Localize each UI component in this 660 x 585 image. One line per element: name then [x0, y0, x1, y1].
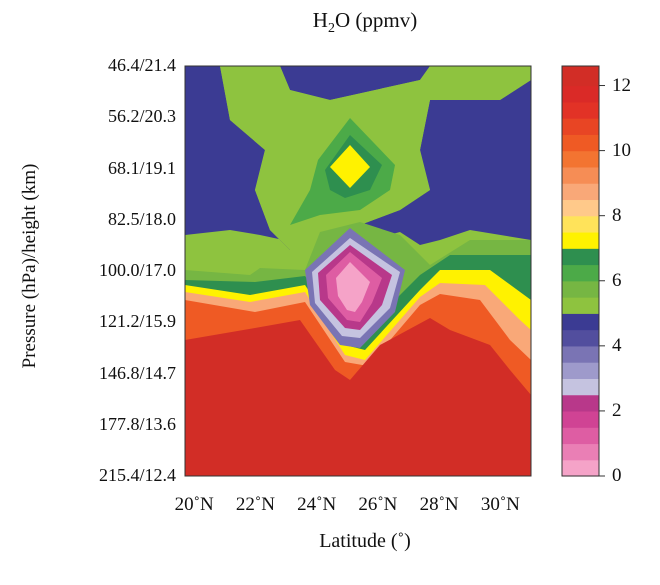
- contour-region: [185, 66, 531, 250]
- colorbar-tick-label: 10: [612, 139, 631, 161]
- y-tick-label: 68.1/19.1: [107, 157, 176, 178]
- colorbar-band: [562, 231, 599, 249]
- contour-region: [280, 66, 430, 100]
- chart-title: H2O (ppmv): [312, 8, 418, 37]
- colorbar-band: [562, 427, 599, 445]
- colorbar-band: [562, 199, 599, 217]
- contour-region: [185, 318, 531, 476]
- colorbar-band: [562, 248, 599, 266]
- colorbar-band: [562, 118, 599, 135]
- x-tick-label: 26˚N: [358, 494, 398, 515]
- colorbar-band: [562, 134, 599, 152]
- colorbar-tick-label: 8: [612, 204, 622, 226]
- x-tick-label: 20˚N: [174, 494, 214, 515]
- y-tick-label: 121.2/15.9: [98, 311, 176, 332]
- colorbar-band: [562, 362, 599, 379]
- colorbar-band: [562, 183, 599, 201]
- colorbar-band: [562, 443, 599, 461]
- colorbar-band: [562, 66, 599, 87]
- x-tick-label: 22˚N: [235, 494, 275, 515]
- x-tick-label: 30˚N: [480, 494, 520, 515]
- colorbar-frame: [561, 65, 600, 477]
- y-tick-label: 82.5/18.0: [107, 208, 176, 229]
- colorbar-band: [562, 166, 599, 184]
- x-axis-label: Latitude (˚): [319, 530, 411, 552]
- colorbar-band: [562, 345, 599, 363]
- plot-frame: [184, 65, 532, 477]
- colorbar-band: [562, 459, 599, 477]
- colorbar-band: [562, 394, 599, 412]
- contour-field: [185, 66, 531, 476]
- y-tick-label: 146.8/14.7: [98, 362, 176, 383]
- colorbar-band: [562, 297, 599, 314]
- colorbar-tick-label: 0: [612, 465, 622, 486]
- y-tick-label: 100.0/17.0: [98, 260, 176, 280]
- colorbar-tick-label: 2: [612, 399, 622, 421]
- colorbar-tick-label: 6: [612, 269, 622, 291]
- colorbar-tick-label: 12: [612, 74, 631, 96]
- colorbar-band: [562, 85, 599, 103]
- x-tick-label: 24˚N: [297, 494, 337, 515]
- colorbar-band: [562, 101, 599, 119]
- colorbar-band: [562, 215, 599, 233]
- y-tick-label: 215.4/12.4: [98, 465, 176, 485]
- x-tick-label: 28˚N: [419, 494, 459, 515]
- contour-region: [330, 145, 370, 188]
- contour-region: [336, 262, 370, 312]
- colorbar-band: [562, 280, 599, 298]
- colorbar-band: [562, 329, 599, 347]
- colorbar-band: [562, 410, 599, 428]
- colorbar-band: [562, 313, 599, 331]
- colorbar-band: [562, 378, 599, 396]
- colorbar-band: [562, 264, 599, 282]
- y-tick-label: 46.4/21.4: [107, 55, 176, 75]
- colorbar: [562, 66, 605, 477]
- colorbar-tick-label: 4: [612, 334, 622, 356]
- colorbar-band: [562, 150, 599, 168]
- y-tick-label: 56.2/20.3: [107, 106, 176, 127]
- y-tick-label: 177.8/13.6: [98, 413, 176, 434]
